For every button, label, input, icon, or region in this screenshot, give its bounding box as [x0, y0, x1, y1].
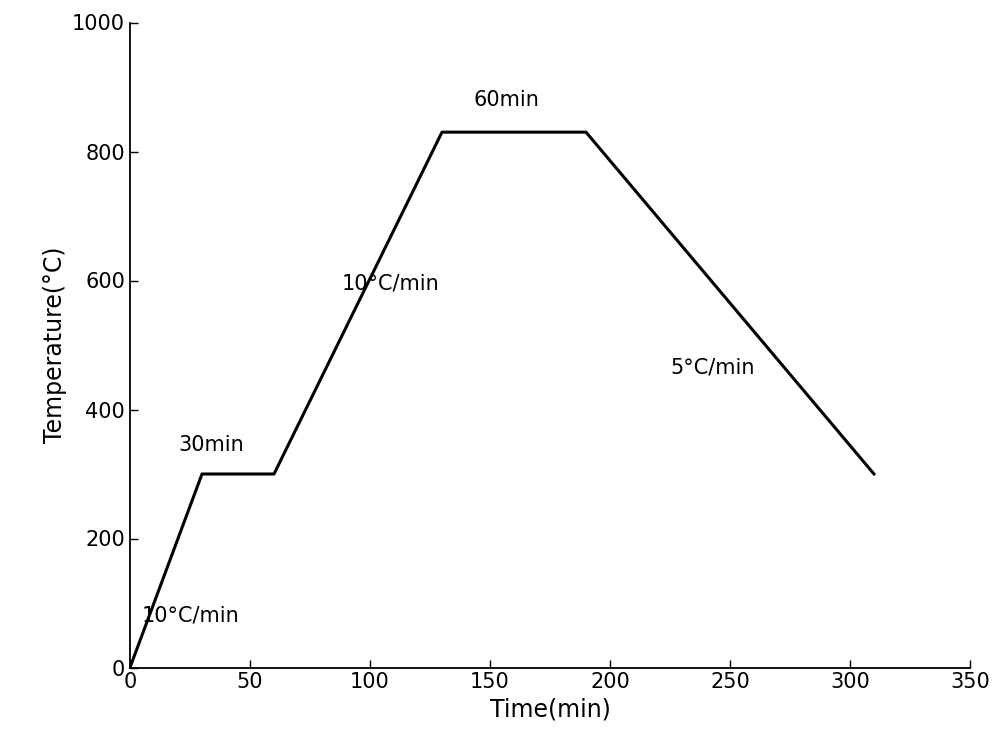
X-axis label: Time(min): Time(min) [490, 698, 610, 722]
Text: 60min: 60min [473, 89, 539, 110]
Text: 30min: 30min [178, 435, 244, 454]
Text: 10°C/min: 10°C/min [142, 605, 240, 625]
Y-axis label: Temperature(°C): Temperature(°C) [43, 247, 67, 443]
Text: 5°C/min: 5°C/min [670, 357, 755, 377]
Text: 10°C/min: 10°C/min [341, 274, 439, 293]
